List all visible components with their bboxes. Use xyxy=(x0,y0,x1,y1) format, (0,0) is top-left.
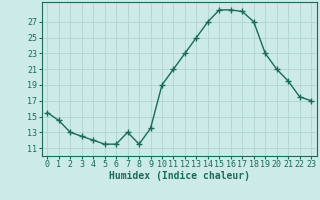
X-axis label: Humidex (Indice chaleur): Humidex (Indice chaleur) xyxy=(109,171,250,181)
